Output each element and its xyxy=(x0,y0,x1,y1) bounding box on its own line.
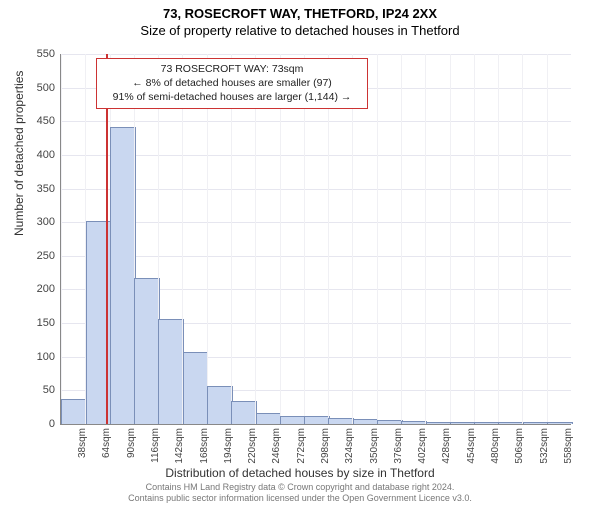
ytick-label: 50 xyxy=(15,384,55,396)
xtick-label: 376sqm xyxy=(393,428,404,464)
histogram-bar xyxy=(134,278,160,424)
gridline-v xyxy=(231,54,232,424)
gridline-v xyxy=(61,54,62,424)
ytick-label: 400 xyxy=(15,149,55,161)
ytick-label: 200 xyxy=(15,283,55,295)
annot-line3: 91% of semi-detached houses are larger (… xyxy=(103,90,361,104)
gridline-v xyxy=(450,54,451,424)
histogram-bar xyxy=(231,401,257,424)
xtick-label: 454sqm xyxy=(466,428,477,464)
x-axis-label: Distribution of detached houses by size … xyxy=(0,466,600,480)
histogram-bar xyxy=(401,421,427,424)
ytick-label: 150 xyxy=(15,317,55,329)
xtick-label: 350sqm xyxy=(369,428,380,464)
gridline-v xyxy=(474,54,475,424)
plot-inner: 05010015020025030035040045050055038sqm64… xyxy=(60,54,571,425)
chart-plot-area: 05010015020025030035040045050055038sqm64… xyxy=(60,54,570,424)
xtick-label: 558sqm xyxy=(563,428,574,464)
xtick-label: 38sqm xyxy=(77,428,88,458)
ytick-label: 250 xyxy=(15,250,55,262)
page-title: 73, ROSECROFT WAY, THETFORD, IP24 2XX xyxy=(0,6,600,21)
xtick-label: 532sqm xyxy=(539,428,550,464)
gridline-v xyxy=(207,54,208,424)
annotation-box: 73 ROSECROFT WAY: 73sqm ← 8% of detached… xyxy=(96,58,368,109)
xtick-label: 116sqm xyxy=(150,428,161,463)
footer-attribution: Contains HM Land Registry data © Crown c… xyxy=(0,482,600,504)
ytick-label: 550 xyxy=(15,48,55,60)
histogram-bar xyxy=(426,422,452,424)
xtick-label: 246sqm xyxy=(271,428,282,464)
gridline-v xyxy=(401,54,402,424)
histogram-bar xyxy=(207,386,233,424)
gridline-v xyxy=(280,54,281,424)
ytick-label: 450 xyxy=(15,115,55,127)
gridline-v xyxy=(328,54,329,424)
xtick-label: 298sqm xyxy=(320,428,331,464)
annot-line1: 73 ROSECROFT WAY: 73sqm xyxy=(103,62,361,76)
ytick-label: 0 xyxy=(15,418,55,430)
histogram-bar xyxy=(498,422,524,424)
xtick-label: 220sqm xyxy=(247,428,258,464)
histogram-bar xyxy=(304,416,330,424)
gridline-v xyxy=(498,54,499,424)
xtick-label: 402sqm xyxy=(417,428,428,464)
gridline-v xyxy=(522,54,523,424)
xtick-label: 428sqm xyxy=(441,428,452,464)
ytick-label: 300 xyxy=(15,216,55,228)
histogram-bar xyxy=(474,422,500,424)
histogram-bar xyxy=(547,422,573,424)
gridline-h xyxy=(61,189,571,190)
gridline-h xyxy=(61,121,571,122)
gridline-h xyxy=(61,155,571,156)
xtick-label: 142sqm xyxy=(174,428,185,464)
gridline-h xyxy=(61,54,571,55)
annot-line2: ← 8% of detached houses are smaller (97) xyxy=(103,76,361,90)
ytick-label: 500 xyxy=(15,82,55,94)
xtick-label: 272sqm xyxy=(296,428,307,464)
histogram-bar xyxy=(353,419,379,424)
histogram-bar xyxy=(328,418,354,424)
histogram-bar xyxy=(450,422,476,424)
histogram-bar xyxy=(280,416,306,424)
ytick-label: 100 xyxy=(15,351,55,363)
gridline-v xyxy=(425,54,426,424)
gridline-v xyxy=(377,54,378,424)
histogram-bar xyxy=(256,413,282,424)
gridline-v xyxy=(547,54,548,424)
reference-line xyxy=(106,54,108,424)
gridline-v xyxy=(304,54,305,424)
gridline-v xyxy=(352,54,353,424)
gridline-h xyxy=(61,222,571,223)
xtick-label: 506sqm xyxy=(514,428,525,464)
xtick-label: 194sqm xyxy=(223,428,234,464)
xtick-label: 64sqm xyxy=(101,428,112,458)
xtick-label: 90sqm xyxy=(126,428,137,458)
histogram-bar xyxy=(183,352,209,424)
histogram-bar xyxy=(377,420,403,424)
ytick-label: 350 xyxy=(15,183,55,195)
page-subtitle: Size of property relative to detached ho… xyxy=(0,23,600,38)
histogram-bar xyxy=(61,399,87,424)
xtick-label: 168sqm xyxy=(199,428,210,464)
histogram-bar xyxy=(110,127,136,424)
histogram-bar xyxy=(158,319,184,424)
histogram-bar xyxy=(523,422,549,424)
footer-line1: Contains HM Land Registry data © Crown c… xyxy=(0,482,600,493)
xtick-label: 324sqm xyxy=(344,428,355,464)
gridline-h xyxy=(61,256,571,257)
gridline-v xyxy=(255,54,256,424)
footer-line2: Contains public sector information licen… xyxy=(0,493,600,504)
xtick-label: 480sqm xyxy=(490,428,501,464)
